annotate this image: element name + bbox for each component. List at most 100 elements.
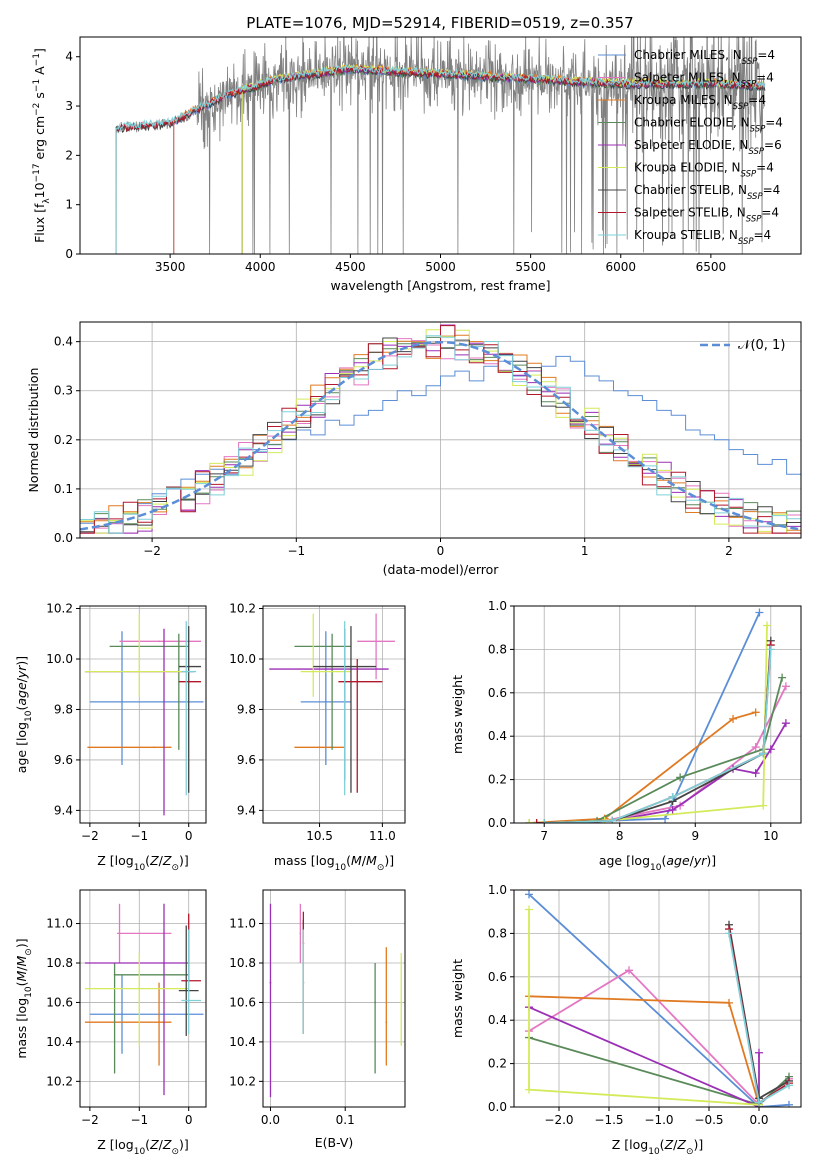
- x-tick-label: 0.0: [749, 1113, 768, 1127]
- x-axis-label: E(B-V): [315, 1135, 354, 1150]
- data-point: [158, 640, 160, 643]
- x-tick-label: −2: [81, 1113, 99, 1127]
- x-tick-label: 0: [185, 1113, 193, 1127]
- series-marker: [785, 1100, 793, 1107]
- label-part: Z: [149, 1137, 159, 1152]
- legend-entry: Chabrier STELIB, NSSP=4: [634, 183, 780, 202]
- data-point: [343, 670, 346, 673]
- plot-area: [269, 903, 403, 1098]
- label-part: /: [14, 966, 29, 971]
- x-axis-label: wavelength [Angstrom, rest frame]: [330, 278, 550, 293]
- label-part: /: [690, 853, 695, 868]
- label-part: ⊙: [171, 863, 179, 873]
- label-part: M: [14, 955, 29, 966]
- label-part: )]: [14, 656, 29, 666]
- data-point: [375, 640, 377, 643]
- series-marker: [751, 708, 760, 717]
- x-tick-label: 4500: [335, 260, 366, 274]
- legend-nssp: =6: [764, 138, 782, 152]
- y-tick-label: 10.4: [46, 1035, 73, 1049]
- legend-label: Kroupa MILES, N: [634, 93, 733, 107]
- data-point: [312, 670, 315, 673]
- series-marker: [766, 645, 775, 654]
- y-tick-label: 0: [65, 247, 73, 261]
- label-part: (: [661, 853, 666, 868]
- y-tick-label: 10.6: [229, 995, 256, 1009]
- data-point: [299, 932, 302, 935]
- data-point: [138, 670, 141, 673]
- label-part: Z: [149, 853, 159, 868]
- x-tick-label: 7: [540, 829, 548, 843]
- plot-area: [525, 608, 790, 823]
- legend-entry: Salpeter MILES, NSSP=4: [634, 71, 774, 90]
- x-tick-label: 5000: [425, 260, 456, 274]
- label-part: 10: [24, 710, 34, 722]
- y-tick-label: 10.8: [46, 956, 73, 970]
- y-tick-label: 9.4: [237, 803, 256, 817]
- series-marker: [781, 719, 790, 728]
- y-tick-label: 3: [65, 99, 73, 113]
- label-part: λ: [42, 198, 52, 204]
- data-point: [302, 981, 305, 984]
- data-point: [177, 645, 180, 648]
- series-marker: [661, 814, 670, 823]
- y-tick-label: 0.6: [488, 686, 507, 700]
- y-tick-label: 2: [65, 148, 73, 162]
- y-tick-label: 9.6: [54, 753, 73, 767]
- label-part: Flux [f: [32, 203, 47, 243]
- y-tick-label: 9.8: [237, 702, 256, 716]
- label-part: ⊙: [24, 948, 34, 956]
- data-point: [400, 1001, 403, 1004]
- x-tick-label: 5500: [515, 260, 546, 274]
- data-point: [138, 987, 141, 990]
- label-part: ⊙: [377, 863, 385, 873]
- legend-subscript: SSP: [738, 237, 754, 247]
- legend-nssp: =4: [761, 206, 779, 220]
- label-part: )]: [384, 853, 394, 868]
- label-part: 10: [24, 986, 34, 998]
- label-part: Z [log: [612, 1137, 648, 1152]
- x-tick-label: 11.0: [369, 829, 396, 843]
- label-part: M: [351, 853, 362, 868]
- series-line: [529, 612, 761, 823]
- y-tick-label: 10.4: [229, 1035, 256, 1049]
- legend-nssp: =4: [757, 48, 775, 62]
- x-axis-label: Z [log10(Z/Z⊙)]: [612, 1137, 704, 1157]
- label-part: yr: [693, 853, 707, 868]
- y-tick-label: 0.4: [488, 1013, 507, 1027]
- x-tick-label: 4000: [245, 260, 276, 274]
- label-part: (: [145, 1137, 150, 1152]
- legend-nssp: =4: [765, 116, 783, 130]
- y-tick-label: 0.6: [488, 970, 507, 984]
- data-point: [113, 973, 116, 976]
- data-point: [185, 989, 188, 992]
- legend-subscript: SSP: [746, 215, 762, 225]
- y-tick-label: 10.2: [229, 1074, 256, 1088]
- series-marker: [625, 966, 633, 975]
- legend-nssp: =4: [756, 161, 774, 175]
- series-marker: [759, 801, 768, 810]
- legend-subscript: SSP: [741, 170, 757, 180]
- y-tick-label: 1.0: [488, 883, 507, 897]
- series-line: [536, 645, 772, 823]
- metallicity-mass-axes: −2 −1 0 10.2 10.4 10.6 10.8 11.0: [46, 889, 207, 1127]
- label-part: age: [666, 853, 690, 868]
- plot-area: [80, 324, 801, 538]
- label-part: age [log: [14, 722, 29, 773]
- label-part: 10: [335, 863, 347, 873]
- label-part: Z: [676, 1137, 686, 1152]
- label-part: )]: [14, 938, 29, 948]
- plot-area: [84, 903, 204, 1096]
- y-tick-label: 11.0: [46, 917, 73, 931]
- label-part: erg cm: [32, 116, 47, 164]
- series-line: [529, 711, 756, 823]
- label-part: age [log: [599, 853, 650, 868]
- data-point: [121, 1013, 123, 1016]
- label-part: 10: [650, 863, 662, 873]
- data-point: [153, 746, 156, 749]
- label-part: −1: [32, 53, 42, 66]
- data-point: [187, 680, 190, 683]
- data-point: [187, 999, 190, 1002]
